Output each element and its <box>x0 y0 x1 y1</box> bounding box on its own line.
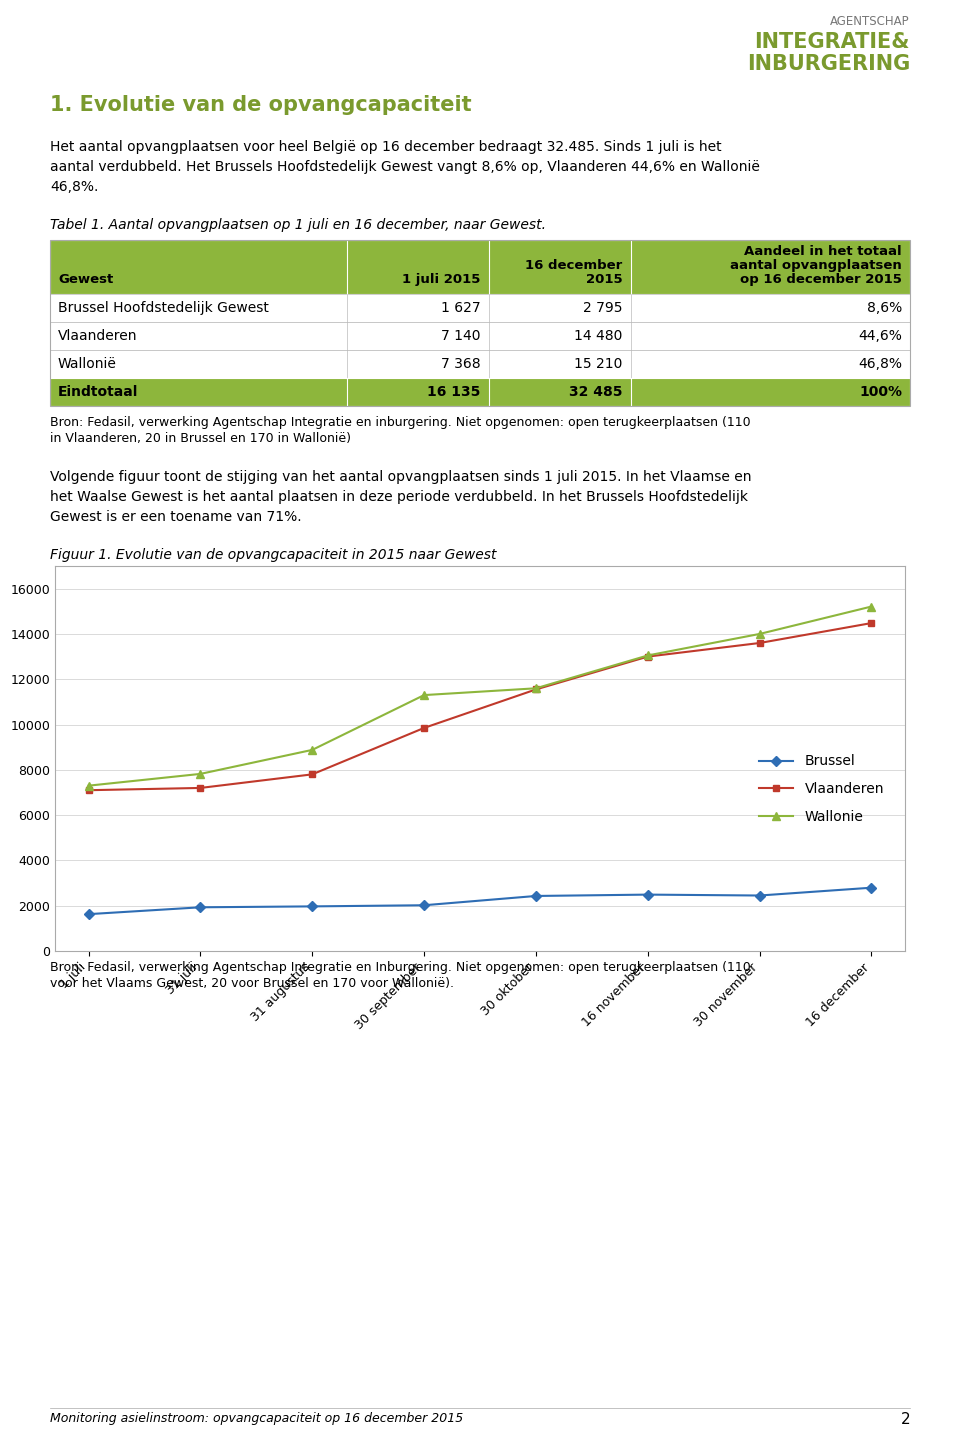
Text: Volgende figuur toont de stijging van het aantal opvangplaatsen sinds 1 juli 201: Volgende figuur toont de stijging van he… <box>50 470 752 484</box>
Text: 1 627: 1 627 <box>441 302 481 315</box>
Text: het Waalse Gewest is het aantal plaatsen in deze periode verdubbeld. In het Brus: het Waalse Gewest is het aantal plaatsen… <box>50 490 748 505</box>
Text: voor het Vlaams Gewest, 20 voor Brussel en 170 voor Wallonië).: voor het Vlaams Gewest, 20 voor Brussel … <box>50 977 454 990</box>
Line: Brussel: Brussel <box>85 884 875 918</box>
Vlaanderen <box>530 680 541 697</box>
Wallonie <box>419 686 430 703</box>
Text: Brussel Hoofdstedelijk Gewest: Brussel Hoofdstedelijk Gewest <box>58 302 269 315</box>
Text: 32 485: 32 485 <box>569 386 622 399</box>
Bar <box>50 241 910 294</box>
Brussel <box>419 896 430 914</box>
Text: Gewest: Gewest <box>58 273 113 286</box>
Bar <box>50 349 910 378</box>
Line: Wallonie: Wallonie <box>84 602 876 790</box>
Text: 2015: 2015 <box>586 273 622 286</box>
Text: 2: 2 <box>900 1412 910 1427</box>
Vlaanderen <box>866 615 877 632</box>
Wallonie <box>195 766 206 783</box>
Text: Tabel 1. Aantal opvangplaatsen op 1 juli en 16 december, naar Gewest.: Tabel 1. Aantal opvangplaatsen op 1 juli… <box>50 218 546 232</box>
Text: 100%: 100% <box>859 386 902 399</box>
Brussel <box>642 886 654 903</box>
Text: 1. Evolutie van de opvangcapaciteit: 1. Evolutie van de opvangcapaciteit <box>50 96 471 115</box>
Text: Aandeel in het totaal: Aandeel in het totaal <box>744 245 902 258</box>
Wallonie <box>530 680 541 697</box>
Legend: Brussel, Vlaanderen, Wallonie: Brussel, Vlaanderen, Wallonie <box>753 748 890 829</box>
Text: Wallonië: Wallonië <box>58 357 117 371</box>
Vlaanderen <box>83 782 94 799</box>
Vlaanderen <box>419 719 430 737</box>
Text: Vlaanderen: Vlaanderen <box>58 329 137 344</box>
Text: INBURGERING: INBURGERING <box>747 54 910 74</box>
Brussel <box>306 898 318 915</box>
Vlaanderen <box>754 634 765 651</box>
Bar <box>50 294 910 322</box>
Text: Eindtotaal: Eindtotaal <box>58 386 138 399</box>
Wallonie <box>754 625 765 642</box>
Text: 46,8%.: 46,8%. <box>50 180 98 194</box>
Text: 15 210: 15 210 <box>574 357 622 371</box>
Text: 14 480: 14 480 <box>574 329 622 344</box>
Text: Gewest is er een toename van 71%.: Gewest is er een toename van 71%. <box>50 510 301 523</box>
Text: in Vlaanderen, 20 in Brussel en 170 in Wallonië): in Vlaanderen, 20 in Brussel en 170 in W… <box>50 432 351 445</box>
Brussel <box>866 879 877 896</box>
Line: Vlaanderen: Vlaanderen <box>85 619 875 793</box>
Text: Bron: Fedasil, verwerking Agentschap Integratie en inburgering. Niet opgenomen: : Bron: Fedasil, verwerking Agentschap Int… <box>50 416 751 429</box>
Text: 44,6%: 44,6% <box>858 329 902 344</box>
Vlaanderen <box>642 648 654 666</box>
Brussel <box>530 887 541 905</box>
Text: 46,8%: 46,8% <box>858 357 902 371</box>
Wallonie <box>642 647 654 664</box>
Text: 16 135: 16 135 <box>427 386 481 399</box>
Text: Monitoring asielinstroom: opvangcapaciteit op 16 december 2015: Monitoring asielinstroom: opvangcapacite… <box>50 1412 464 1425</box>
Vlaanderen <box>195 779 206 796</box>
Wallonie <box>306 741 318 758</box>
Text: Bron: Fedasil, verwerking Agentschap Integratie en Inburgering. Niet opgenomen: : Bron: Fedasil, verwerking Agentschap Int… <box>50 961 751 974</box>
Bar <box>50 241 910 406</box>
Brussel <box>195 899 206 916</box>
Text: 7 368: 7 368 <box>441 357 481 371</box>
Text: 7 140: 7 140 <box>441 329 481 344</box>
Text: 8,6%: 8,6% <box>867 302 902 315</box>
Text: INTEGRATIE&: INTEGRATIE& <box>755 32 910 52</box>
Bar <box>50 322 910 349</box>
Text: Figuur 1. Evolutie van de opvangcapaciteit in 2015 naar Gewest: Figuur 1. Evolutie van de opvangcapacite… <box>50 548 496 563</box>
Brussel <box>83 905 94 922</box>
Text: aantal verdubbeld. Het Brussels Hoofdstedelijk Gewest vangt 8,6% op, Vlaanderen : aantal verdubbeld. Het Brussels Hoofdste… <box>50 160 760 174</box>
Text: AGENTSCHAP: AGENTSCHAP <box>830 14 910 28</box>
Text: 2 795: 2 795 <box>583 302 622 315</box>
Vlaanderen <box>306 766 318 783</box>
Text: op 16 december 2015: op 16 december 2015 <box>740 273 902 286</box>
Wallonie <box>866 597 877 615</box>
Text: aantal opvangplaatsen: aantal opvangplaatsen <box>731 260 902 273</box>
Wallonie <box>83 777 94 795</box>
Text: 1 juli 2015: 1 juli 2015 <box>402 273 481 286</box>
Text: 16 december: 16 december <box>525 260 622 273</box>
Text: Het aantal opvangplaatsen voor heel België op 16 december bedraagt 32.485. Sinds: Het aantal opvangplaatsen voor heel Belg… <box>50 141 722 154</box>
Brussel <box>754 887 765 905</box>
Bar <box>50 378 910 406</box>
